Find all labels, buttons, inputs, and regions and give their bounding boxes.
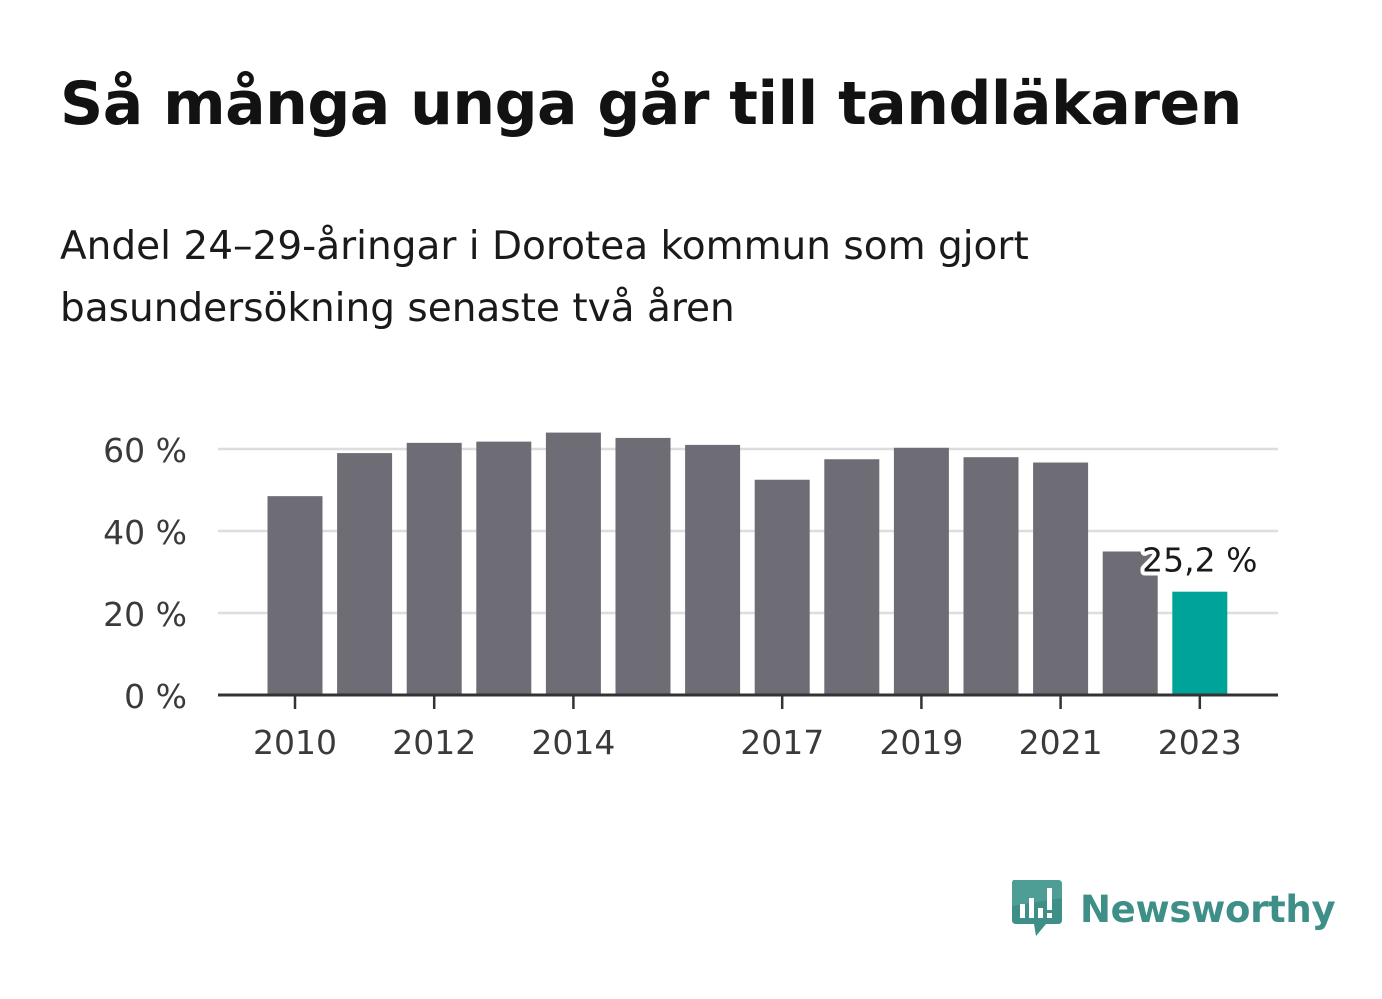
- bar-2011: [337, 453, 393, 695]
- axes: [218, 693, 1278, 709]
- bar-2014: [545, 432, 601, 695]
- bar-2019: [893, 447, 949, 695]
- bar-2021: [1033, 462, 1089, 695]
- x-tick-label: 2021: [1019, 723, 1103, 762]
- bar-2012: [406, 442, 462, 695]
- chart-subtitle: Andel 24–29-åringar i Dorotea kommun som…: [60, 224, 1029, 331]
- x-tick-label: 2014: [531, 723, 615, 762]
- bar-2016: [685, 444, 741, 695]
- logo-text: Newsworthy: [1080, 887, 1336, 931]
- x-tick-label: 2010: [253, 723, 337, 762]
- y-tick-label: 60 %: [103, 431, 187, 470]
- bar-2020: [963, 457, 1019, 695]
- x-tick-label: 2023: [1158, 723, 1242, 762]
- y-tick-label: 40 %: [103, 513, 187, 552]
- y-tick-label: 20 %: [103, 595, 187, 634]
- newsworthy-logo: Newsworthy: [1010, 878, 1336, 940]
- bar-2018: [824, 459, 880, 695]
- x-tick-label: 2019: [879, 723, 963, 762]
- labels: 0 % 20 % 40 % 60 % 2010 2012 2014 2017 2019 2021 2…: [103, 431, 1261, 762]
- bar-2013: [476, 441, 532, 695]
- bars: [267, 432, 1228, 695]
- chart-title: Så många unga går till tandläkaren: [60, 69, 1242, 139]
- y-tick-label: 0 %: [124, 677, 187, 716]
- x-tick-label: 2017: [740, 723, 824, 762]
- newsworthy-bar-chart-bubble-icon: [1012, 880, 1062, 936]
- grid-lines: [218, 447, 1278, 615]
- highlight-value-label: 25,2 %: [1142, 541, 1257, 580]
- bar-2010: [267, 496, 323, 695]
- bar-2017: [754, 479, 810, 695]
- x-tick-label: 2012: [392, 723, 476, 762]
- bar-2022: [1102, 551, 1158, 695]
- highlight-value-halo: 25,2 %: [1142, 541, 1257, 580]
- bar-2015: [615, 437, 671, 695]
- bar-2023: [1172, 591, 1228, 695]
